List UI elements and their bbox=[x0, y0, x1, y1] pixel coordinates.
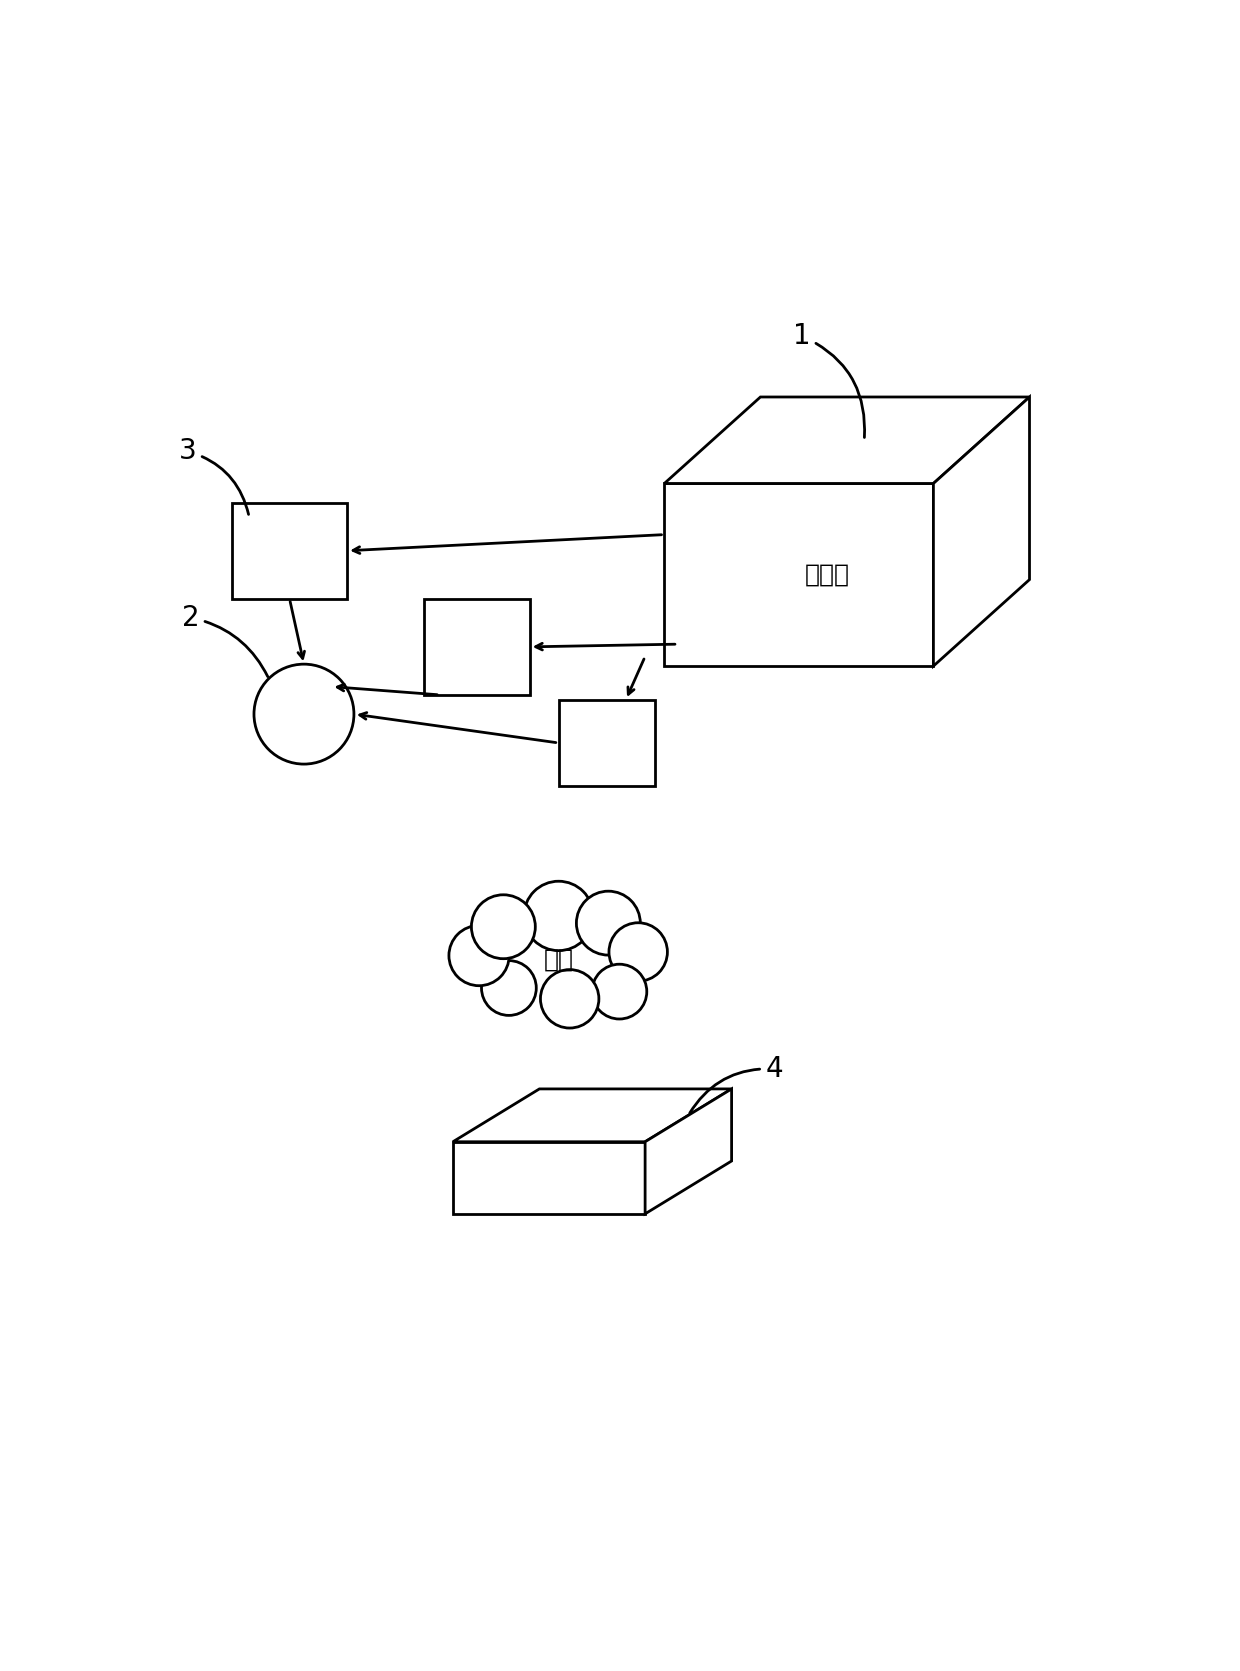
Circle shape bbox=[471, 894, 536, 959]
Circle shape bbox=[577, 891, 640, 956]
Polygon shape bbox=[645, 1089, 732, 1213]
Circle shape bbox=[541, 969, 599, 1028]
Polygon shape bbox=[453, 1141, 645, 1213]
Text: 3: 3 bbox=[179, 438, 248, 515]
Circle shape bbox=[525, 881, 593, 951]
Polygon shape bbox=[665, 398, 1029, 483]
Polygon shape bbox=[665, 483, 934, 667]
Circle shape bbox=[541, 969, 599, 1028]
Circle shape bbox=[591, 964, 647, 1019]
Text: 服务器: 服务器 bbox=[805, 563, 851, 587]
Circle shape bbox=[449, 926, 510, 986]
Circle shape bbox=[254, 663, 353, 764]
Circle shape bbox=[609, 922, 667, 981]
Circle shape bbox=[481, 961, 536, 1016]
Text: 网络: 网络 bbox=[543, 947, 574, 971]
Circle shape bbox=[577, 891, 640, 956]
Polygon shape bbox=[424, 598, 529, 695]
Circle shape bbox=[591, 964, 647, 1019]
Polygon shape bbox=[558, 700, 655, 785]
Circle shape bbox=[449, 926, 510, 986]
Polygon shape bbox=[232, 503, 347, 598]
Circle shape bbox=[609, 922, 667, 981]
Text: 4: 4 bbox=[689, 1054, 782, 1113]
Circle shape bbox=[481, 961, 536, 1016]
Text: 2: 2 bbox=[182, 603, 268, 677]
Circle shape bbox=[525, 881, 593, 951]
Polygon shape bbox=[934, 398, 1029, 667]
Circle shape bbox=[471, 894, 536, 959]
Polygon shape bbox=[453, 1089, 732, 1141]
Ellipse shape bbox=[459, 906, 658, 1013]
Text: 1: 1 bbox=[794, 323, 864, 438]
